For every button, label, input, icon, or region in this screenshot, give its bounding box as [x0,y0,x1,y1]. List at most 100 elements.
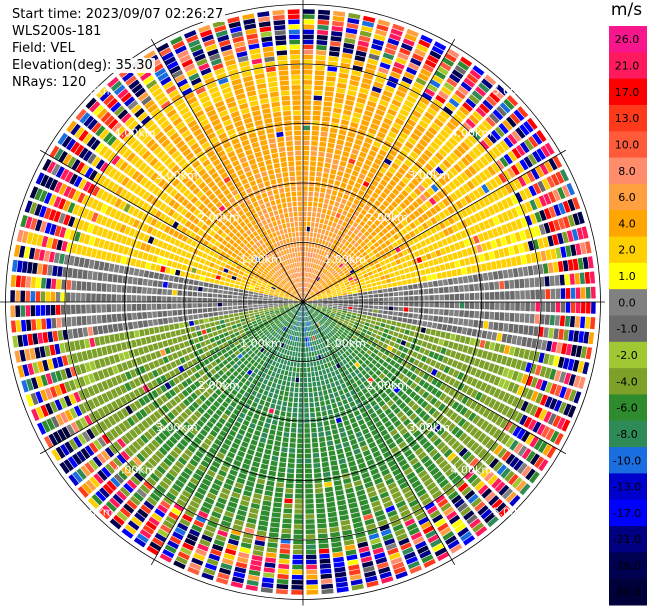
velocity-gate [543,327,549,338]
velocity-gate [317,14,330,20]
velocity-gate [449,294,455,301]
velocity-cells [10,9,596,595]
velocity-gate [346,22,359,30]
velocity-gate [528,135,539,148]
velocity-gate [348,296,353,300]
velocity-gate [539,209,547,221]
velocity-gate [473,235,480,244]
velocity-gate [431,170,441,179]
velocity-gate [463,318,469,326]
velocity-gate [402,262,408,268]
velocity-gate [294,504,303,509]
velocity-gate [319,558,331,564]
velocity-gate [226,326,233,331]
velocity-gate [426,342,433,350]
velocity-gate [360,241,366,248]
velocity-gate [490,129,501,141]
velocity-gate [337,504,347,511]
velocity-gate [374,234,381,241]
velocity-gate [357,289,363,293]
velocity-gate [312,296,317,299]
velocity-gate [460,81,472,92]
velocity-gate [326,496,335,503]
velocity-gate [487,205,496,216]
velocity-gate [308,347,311,352]
velocity-gate [378,231,385,238]
velocity-gate [286,412,292,418]
velocity-gate [383,247,390,253]
velocity-gate [293,346,296,352]
velocity-gate [329,200,335,206]
velocity-gate [418,248,425,256]
velocity-gate [320,573,332,579]
velocity-gate [451,269,457,277]
velocity-gate [271,512,281,518]
velocity-gate [332,257,338,263]
velocity-gate [316,248,320,254]
velocity-gate [331,164,338,170]
velocity-gate [376,71,388,80]
velocity-gate [268,392,274,398]
velocity-gate [333,102,343,109]
velocity-gate [333,154,341,160]
velocity-gate [303,257,305,262]
velocity-gate [505,235,512,245]
velocity-gate [306,288,309,293]
velocity-gate [504,183,513,194]
velocity-gate [206,328,212,334]
velocity-gate [345,255,351,261]
velocity-gate [450,234,458,243]
velocity-gate [345,392,351,398]
velocity-gate [325,152,333,159]
velocity-gate [489,282,495,290]
velocity-gate [285,488,294,494]
velocity-gate [348,294,353,297]
velocity-gate [306,554,317,560]
velocity-gate [331,278,337,283]
velocity-gate [408,290,414,296]
velocity-gate [313,361,317,367]
velocity-gate [299,332,302,337]
velocity-gate [307,272,309,278]
velocity-gate [326,147,334,154]
velocity-gate [319,192,325,198]
velocity-gate [310,366,314,372]
velocity-gate [393,61,405,70]
velocity-gate [305,473,313,479]
velocity-gate [359,124,368,132]
velocity-gate [293,544,303,550]
velocity-gate [431,155,441,165]
velocity-gate [314,288,319,293]
velocity-gate [454,302,460,309]
velocity-gate [358,275,364,280]
velocity-gate [478,123,489,134]
velocity-gate [330,255,335,261]
velocity-gate [336,448,344,455]
velocity-gate [542,236,550,248]
velocity-gate [379,260,386,267]
velocity-gate [327,506,337,513]
velocity-gate [360,25,373,33]
velocity-gate [366,267,372,273]
velocity-gate [363,204,370,212]
velocity-gate [370,238,377,244]
velocity-gate [460,156,470,167]
velocity-gate [333,185,339,191]
velocity-gate [434,302,439,308]
velocity-gate [329,174,336,180]
velocity-gate [342,221,348,227]
velocity-gate [314,80,324,86]
velocity-gate [404,233,412,241]
velocity-gate [457,85,469,96]
velocity-gate [496,226,504,236]
velocity-gate [368,261,375,267]
velocity-gate [424,238,432,245]
velocity-gate [410,132,420,141]
velocity-gate [444,309,449,316]
velocity-gate [350,175,357,182]
velocity-gate [368,95,379,103]
velocity-gate [307,367,311,373]
velocity-gate [304,293,307,298]
velocity-gate [306,295,310,299]
velocity-gate [264,449,272,455]
